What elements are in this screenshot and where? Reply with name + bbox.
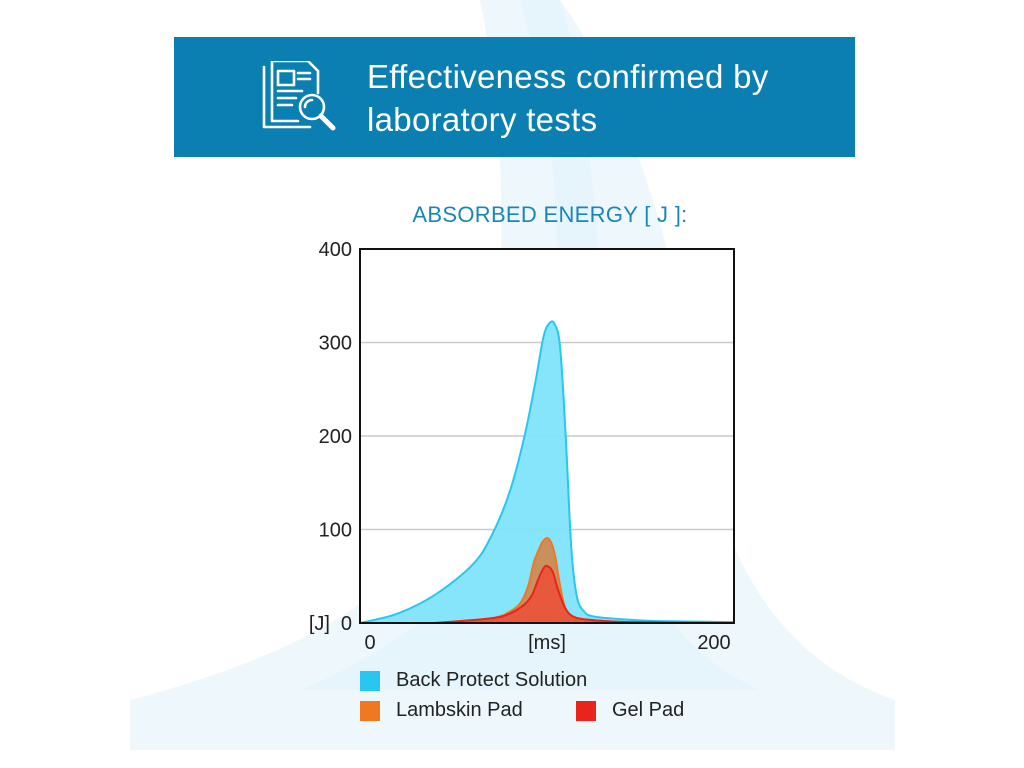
plot-frame — [359, 248, 735, 624]
y-tick-label: 400 — [319, 239, 352, 261]
legend-swatch-lambskin — [360, 700, 380, 721]
x-tick-label: 0 — [364, 632, 375, 654]
series-back-protect-area — [360, 321, 734, 623]
series-gel-pad-line — [434, 564, 735, 624]
legend-item-gel-pad: Gel Pad — [576, 699, 684, 722]
y-tick-label: 100 — [319, 520, 352, 542]
y-tick-label: 300 — [319, 333, 352, 355]
y-tick-label: 200 — [319, 426, 352, 448]
x-tick-label: 200 — [697, 632, 730, 654]
chart-title: ABSORBED ENERGY [ J ]: — [412, 202, 688, 227]
absorbed-energy-chart: 0 100 200 300 400 [J] 0 200 [ms] — [309, 239, 735, 654]
legend-swatch-back-protect — [360, 670, 380, 691]
series-back-protect-line — [359, 320, 735, 624]
legend-swatch-gel-pad — [576, 700, 596, 721]
y-tick-label: 0 — [341, 613, 352, 635]
document-magnifier-icon — [262, 61, 336, 131]
x-axis-label: [ms] — [528, 632, 566, 654]
y-axis-label: [J] — [309, 613, 330, 635]
header-banner: Effectiveness confirmed by laboratory te… — [174, 37, 855, 157]
legend-label-gel-pad: Gel Pad — [612, 699, 685, 721]
legend-label-lambskin: Lambskin Pad — [396, 699, 523, 721]
legend-item-back-protect: Back Protect Solution — [360, 669, 587, 692]
banner-title: Effectiveness confirmed by laboratory te… — [367, 58, 769, 138]
legend-item-lambskin: Lambskin Pad — [360, 699, 523, 722]
legend-label-back-protect: Back Protect Solution — [396, 669, 588, 691]
